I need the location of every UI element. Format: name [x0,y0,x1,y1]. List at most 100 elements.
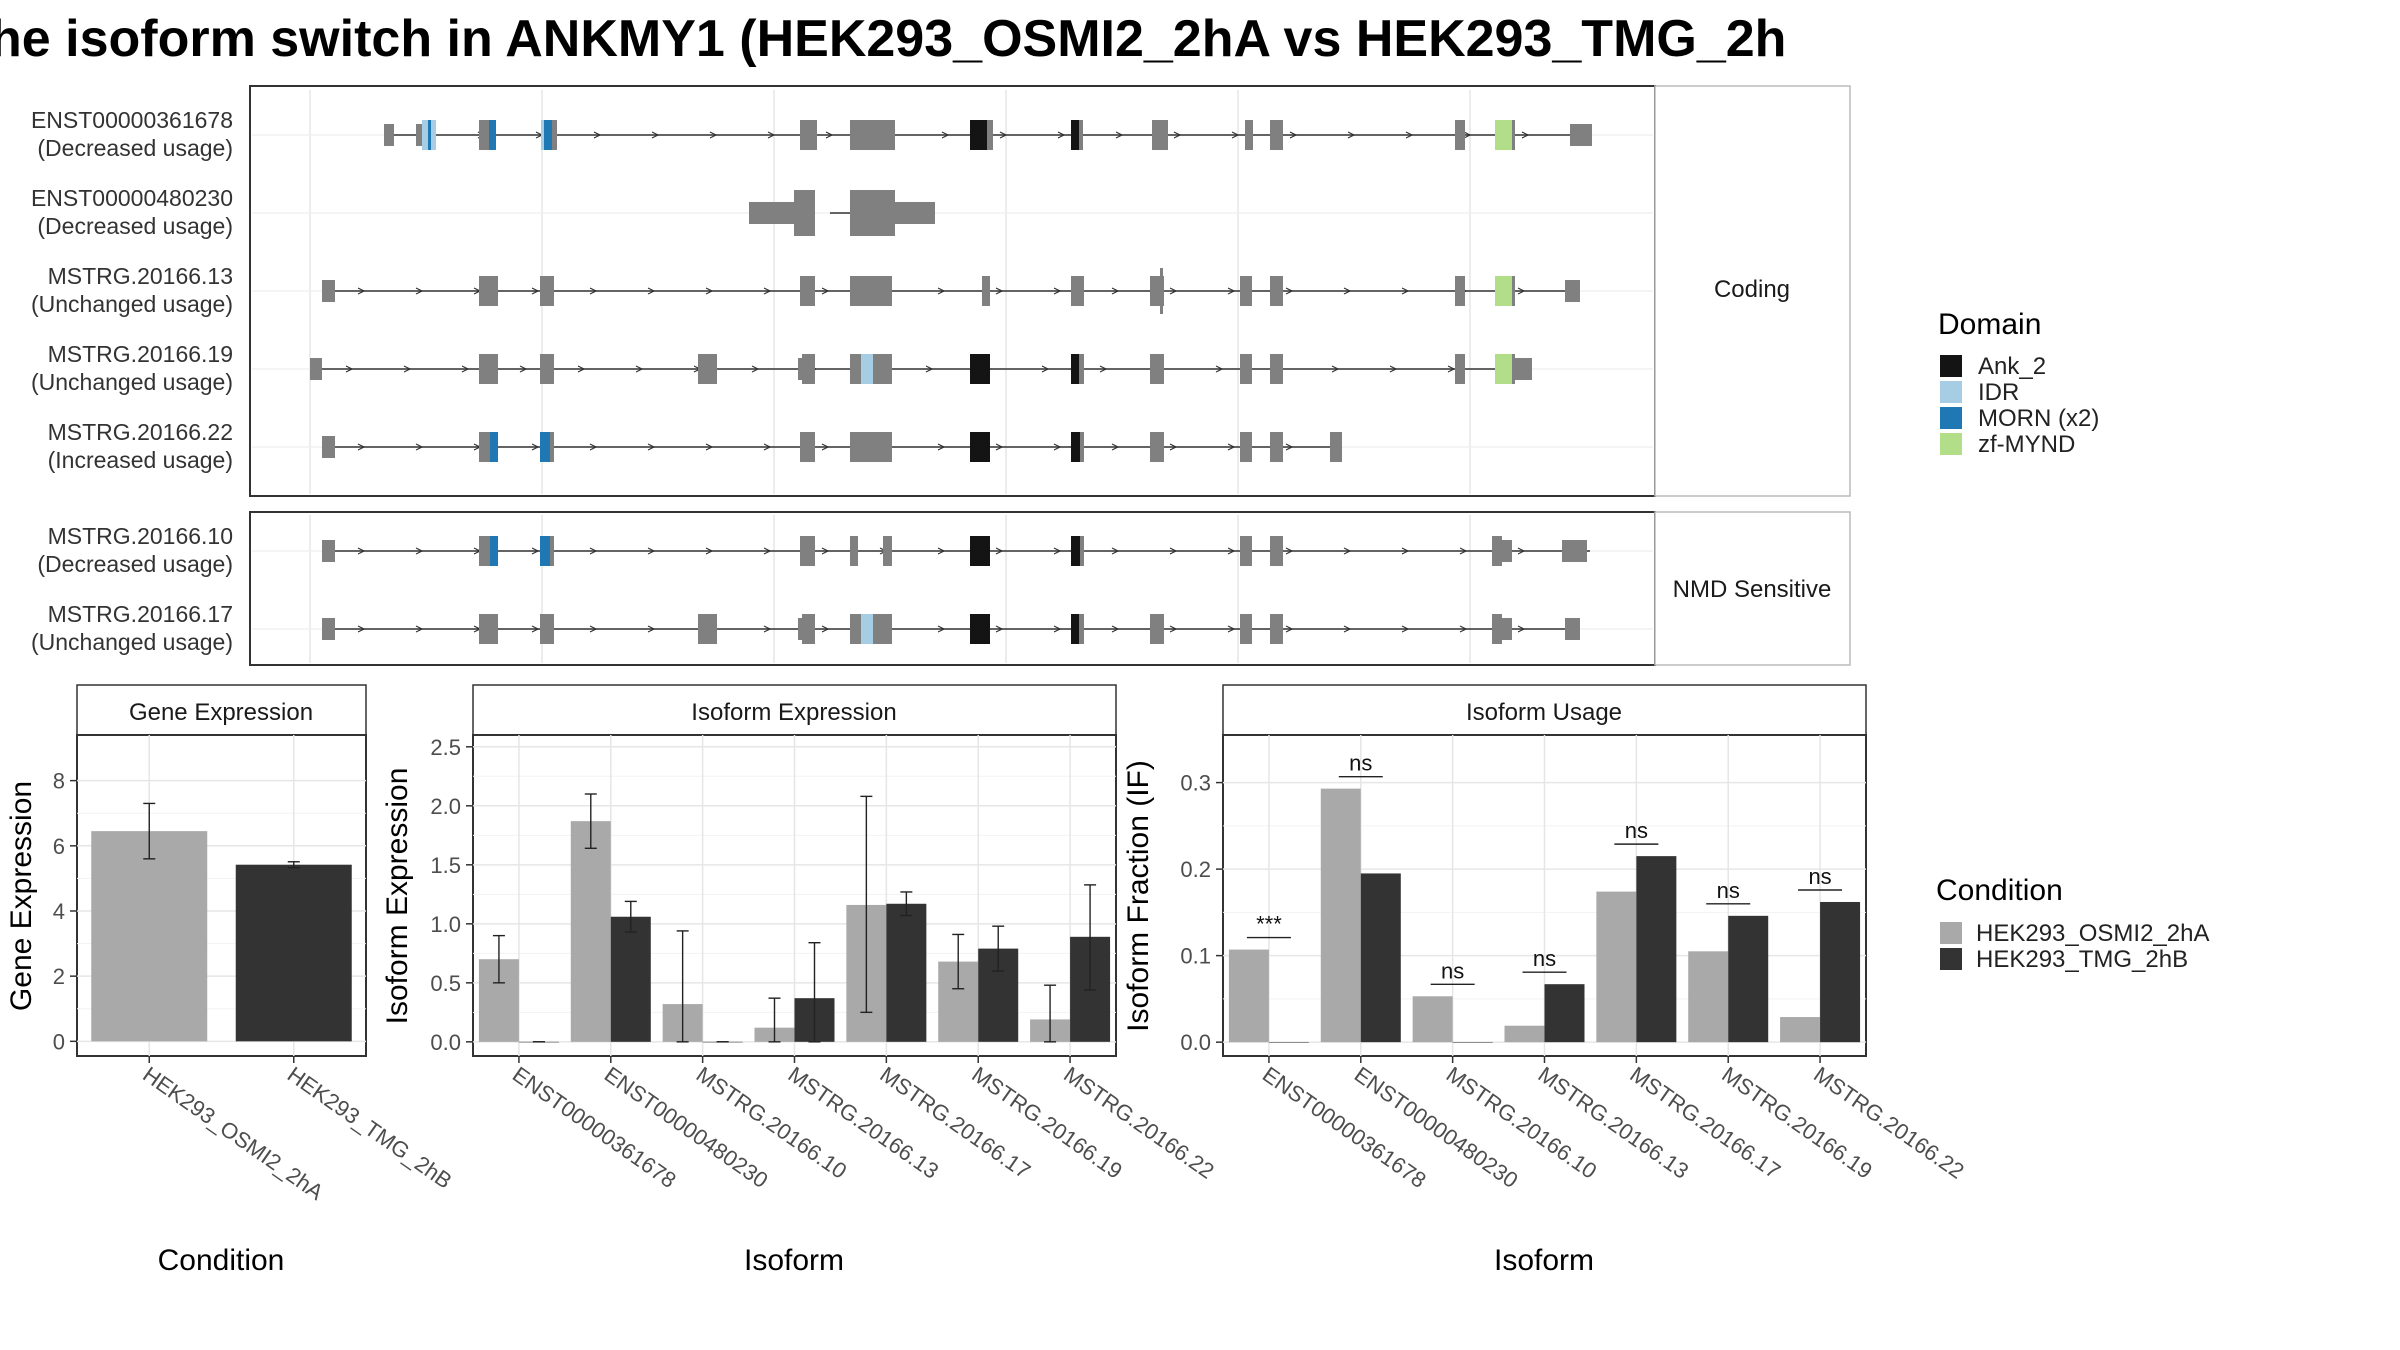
strand-arrow [1517,547,1526,555]
y-axis-ticks: 0.0 0.5 1.0 1.5 2.0 2.5 [430,735,473,1055]
strand-arrow [1401,547,1410,555]
strand-arrow [821,443,830,451]
strand-arrow [357,287,366,295]
y-tick-label: 6 [53,834,65,859]
strand-arrow [999,131,1008,139]
bar [235,864,352,1042]
exon-block [698,614,717,644]
strand-arrow [1111,625,1120,633]
x-tick-label: MSTRG.20166.19 [967,1062,1127,1184]
strand-arrow [415,287,424,295]
strand-arrow [589,287,598,295]
isoform-track [310,354,1532,384]
strand-arrow [937,287,946,295]
x-axis-ticks: ENST00000361678ENST00000480230MSTRG.2016… [1258,1056,1969,1193]
strand-arrow [995,547,1004,555]
x-tick-label: ENST00000361678 [1258,1062,1431,1193]
exon-block [1502,540,1512,562]
x-tick-label: MSTRG.20166.19 [1717,1062,1877,1184]
exon-block [1270,432,1283,462]
strand-arrow [821,287,830,295]
x-tick-label: MSTRG.20166.22 [1809,1062,1969,1184]
domain-block [1495,120,1512,150]
chart-strip [1222,684,1867,736]
nmd-strip [1654,511,1851,666]
isoform-row-label: MSTRG.20166.17 [48,601,233,627]
exon-block [540,354,554,384]
strand-arrow [1169,287,1178,295]
y-axis-label: Isoform Expression [381,768,414,1025]
domain-block [544,120,552,150]
bar [1688,951,1729,1043]
exon-block [1562,540,1587,562]
strand-arrow [647,287,656,295]
strand-arrow [651,131,660,139]
strand-arrow [709,131,718,139]
significance-label: ns [1349,751,1372,776]
strand-arrow [1169,547,1178,555]
y-tick-label: 0.0 [430,1030,461,1055]
x-axis-ticks: ENST00000361678ENST00000480230MSTRG.2016… [508,1056,1219,1193]
bars [1228,788,1861,1043]
isoform-row-label: MSTRG.20166.19 [48,341,233,367]
exon-block [1502,618,1512,640]
domain-block [540,432,550,462]
exon-block [1565,280,1580,302]
bar [91,831,208,1042]
strand-arrow [705,443,714,451]
exon-block [982,276,990,306]
exon-block [1240,614,1252,644]
exon-block [322,280,335,302]
strand-arrow [937,625,946,633]
isoform-usage-label: (Decreased usage) [37,551,233,577]
isoform-row-label: MSTRG.20166.10 [48,523,233,549]
exon-block [310,358,322,380]
exon-block [1515,358,1532,380]
significance-label: ns [1717,878,1740,903]
exon-block [802,354,815,384]
isoform-usage-label: (Decreased usage) [37,135,233,161]
bar [886,903,927,1042]
strand-arrow [1173,131,1182,139]
strand-arrow [589,443,598,451]
strand-arrow [1215,365,1224,373]
x-tick-label: ENST00000480230 [600,1062,773,1193]
y-tick-label: 2.5 [430,735,461,760]
strand-arrow [1115,131,1124,139]
bar [1320,788,1361,1043]
strand-arrow [1343,625,1352,633]
exon-block [1240,276,1252,306]
strand-arrow [763,443,772,451]
bar [1820,901,1861,1043]
exon-block [850,276,892,306]
strand-arrow [1111,287,1120,295]
bar [1412,996,1453,1043]
y-tick-label: 4 [53,899,65,924]
strand-arrow [1227,625,1236,633]
domain-block [422,120,428,150]
exon-block [800,432,815,462]
x-axis-label: Isoform [1494,1244,1594,1277]
x-axis-label: Isoform [744,1244,844,1277]
exon-block [1492,536,1502,566]
strand-arrow [1285,547,1294,555]
strand-arrow [763,547,772,555]
strand-arrow [593,131,602,139]
bars [478,793,1111,1043]
domain-block [970,354,990,384]
gene-expression-chart: Gene Expression 0 2 4 6 8 HEK293_OSMI2_2hAHE… [5,684,456,1277]
y-tick-label: 0.3 [1180,771,1211,796]
exon-block [800,276,815,306]
strand-arrow [705,547,714,555]
strand-arrow [1053,547,1062,555]
strand-arrow [357,625,366,633]
strand-arrow [1459,625,1468,633]
exon-block [384,124,394,146]
strand-arrow [1099,365,1108,373]
chart-strip [472,684,1117,736]
isoform-structure-panel: Coding NMD Sensitive ENST00000361678 (De… [31,85,1851,666]
x-tick-label: MSTRG.20166.10 [1442,1062,1602,1184]
